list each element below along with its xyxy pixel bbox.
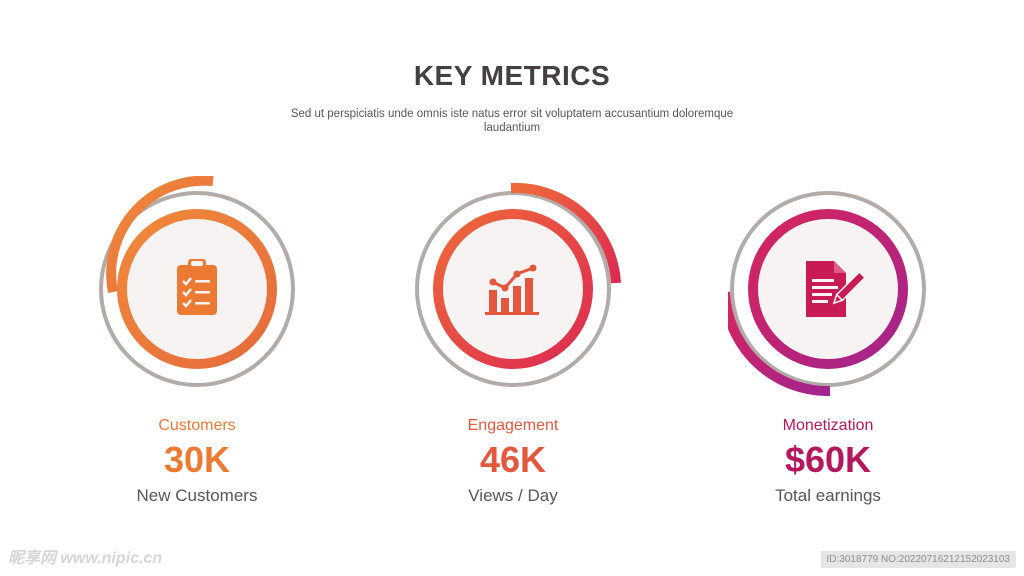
- outer-ring: [730, 191, 926, 387]
- watermark-id: ID:3018779 NO:20220716212152023103: [820, 551, 1016, 568]
- metric-caption: Total earnings: [775, 486, 881, 505]
- metric-label: Engagement: [467, 417, 559, 434]
- metric-label: Customers: [158, 417, 236, 434]
- progress-arc: [106, 176, 214, 293]
- metric-value: 30K: [163, 439, 231, 480]
- progress-arc: [510, 182, 621, 284]
- metric-caption: Views / Day: [468, 486, 558, 505]
- metric-value: $60K: [784, 439, 872, 480]
- bar-chart-trend-icon: [485, 260, 541, 316]
- page-title: KEY METRICS: [413, 60, 611, 91]
- page-subtitle: Sed ut perspiciatis unde omnis iste natu…: [290, 108, 734, 134]
- document-edit-icon: [804, 259, 867, 317]
- progress-arc: [728, 291, 831, 396]
- watermark-logo: 昵享网 www.nipic.cn: [8, 550, 163, 567]
- metric-value: 46K: [479, 439, 547, 480]
- outer-ring: [99, 191, 295, 387]
- metric-label: Monetization: [782, 417, 874, 434]
- metric-caption: New Customers: [136, 486, 258, 505]
- clipboard-checklist-icon: [175, 259, 231, 315]
- outer-ring: [415, 191, 611, 387]
